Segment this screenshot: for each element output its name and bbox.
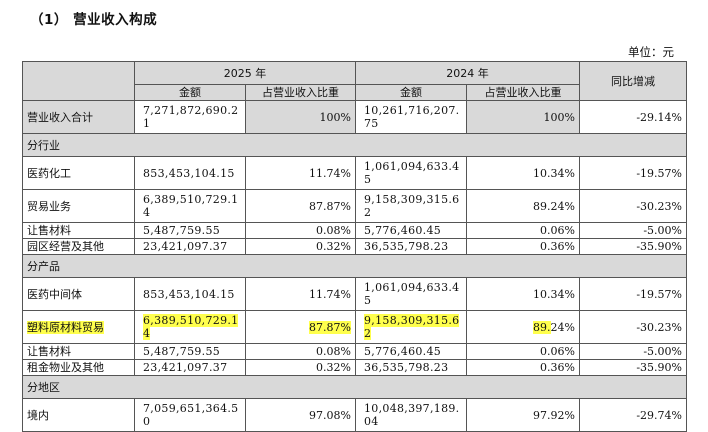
share-2025: 87.87% [245,189,356,223]
highlighted-amount-2025: 6,389,510,729.14 [143,314,239,340]
share-2025: 87.87% [245,310,356,344]
row-label: 让售材料 [22,343,135,360]
amount-2024: 5,776,460.45 [355,222,467,239]
amount-2025: 6,389,510,729.14 [134,310,246,344]
amount-2024: 9,158,309,315.62 [355,189,467,223]
share-2024: 10.34% [466,277,580,311]
amount-2024: 36,535,798.23 [355,359,467,376]
header-share-2025: 占营业收入比重 [245,84,356,101]
amount-2025: 853,453,104.15 [134,277,246,311]
amount-2025: 23,421,097.37 [134,238,246,255]
yoy-change: -35.90% [579,359,687,376]
yoy-change: -5.00% [579,343,687,360]
share-2024: 89.24% [466,189,580,223]
share-2025: 0.08% [245,343,356,360]
share-2024-rest: 24% [550,320,575,334]
row-label: 营业收入合计 [22,100,135,134]
header-share-2024: 占营业收入比重 [466,84,580,101]
table-row: 医药化工 853,453,104.15 11.74% 1,061,094,633… [22,156,687,190]
highlighted-label: 塑料原材料贸易 [27,320,104,334]
table-row: 医药中间体 853,453,104.15 11.74% 1,061,094,63… [22,277,687,311]
amount-2024: 10,261,716,207.75 [355,100,467,134]
amount-2024: 36,535,798.23 [355,238,467,255]
table-row: 园区经营及其他 23,421,097.37 0.32% 36,535,798.2… [22,238,687,255]
header-year-2025: 2025 年 [134,61,356,85]
table-row: 境内 7,059,651,364.50 97.08% 10,048,397,18… [22,398,687,432]
yoy-change: -19.57% [579,277,687,311]
share-2024: 0.06% [466,222,580,239]
section-header-region: 分地区 [22,375,687,399]
yoy-change: -29.74% [579,398,687,432]
yoy-change: -29.14% [579,100,687,134]
row-label: 让售材料 [22,222,135,239]
highlighted-amount-2024: 9,158,309,315.62 [364,314,460,340]
table-row: 贸易业务 6,389,510,729.14 87.87% 9,158,309,3… [22,189,687,223]
amount-2024: 10,048,397,189.04 [355,398,467,432]
yoy-change: -35.90% [579,238,687,255]
total-row: 营业收入合计 7,271,872,690.21 100% 10,261,716,… [22,100,687,134]
amount-2024: 9,158,309,315.62 [355,310,467,344]
share-2025: 100% [245,100,356,134]
yoy-change: -30.23% [579,310,687,344]
amount-2024: 1,061,094,633.45 [355,277,467,311]
amount-2025: 6,389,510,729.14 [134,189,246,223]
row-label: 医药中间体 [22,277,135,311]
header-year-2024: 2024 年 [355,61,580,85]
amount-2025: 23,421,097.37 [134,359,246,376]
share-2025: 97.08% [245,398,356,432]
share-2024: 0.36% [466,238,580,255]
amount-2025: 5,487,759.55 [134,343,246,360]
header-amount-2024: 金额 [355,84,467,101]
section-header-product: 分产品 [22,254,687,278]
row-label: 贸易业务 [22,189,135,223]
header-amount-2025: 金额 [134,84,246,101]
header-blank [22,61,135,101]
share-2024: 100% [466,100,580,134]
share-2025: 0.32% [245,359,356,376]
highlighted-share-2025: 87.87% [309,320,351,334]
revenue-composition-table: 2025 年 2024 年 同比增减 金额 占营业收入比重 金额 占营业收入比重… [22,61,687,432]
highlighted-share-2024-part: 89. [533,320,551,334]
row-label: 医药化工 [22,156,135,190]
share-2024: 89.24% [466,310,580,344]
row-label: 租金物业及其他 [22,359,135,376]
share-2025: 0.08% [245,222,356,239]
header-yoy: 同比增减 [579,61,687,101]
amount-2025: 5,487,759.55 [134,222,246,239]
amount-2025: 7,271,872,690.21 [134,100,246,134]
share-2025: 11.74% [245,156,356,190]
table-row: 让售材料 5,487,759.55 0.08% 5,776,460.45 0.0… [22,343,687,360]
amount-2025: 7,059,651,364.50 [134,398,246,432]
share-2024: 0.06% [466,343,580,360]
amount-2024: 5,776,460.45 [355,343,467,360]
row-label: 塑料原材料贸易 [22,310,135,344]
row-label: 境内 [22,398,135,432]
section-header-industry: 分行业 [22,133,687,157]
yoy-change: -30.23% [579,189,687,223]
yoy-change: -19.57% [579,156,687,190]
amount-2024: 1,061,094,633.45 [355,156,467,190]
share-2024: 0.36% [466,359,580,376]
table-row: 租金物业及其他 23,421,097.37 0.32% 36,535,798.2… [22,359,687,376]
yoy-change: -5.00% [579,222,687,239]
unit-label: 单位：元 [628,45,674,59]
amount-2025: 853,453,104.15 [134,156,246,190]
table-row-highlighted: 塑料原材料贸易 6,389,510,729.14 87.87% 9,158,30… [22,310,687,344]
row-label: 园区经营及其他 [22,238,135,255]
share-2024: 97.92% [466,398,580,432]
share-2025: 11.74% [245,277,356,311]
table-row: 让售材料 5,487,759.55 0.08% 5,776,460.45 0.0… [22,222,687,239]
share-2025: 0.32% [245,238,356,255]
section-title: （1） 营业收入构成 [30,12,158,28]
share-2024: 10.34% [466,156,580,190]
